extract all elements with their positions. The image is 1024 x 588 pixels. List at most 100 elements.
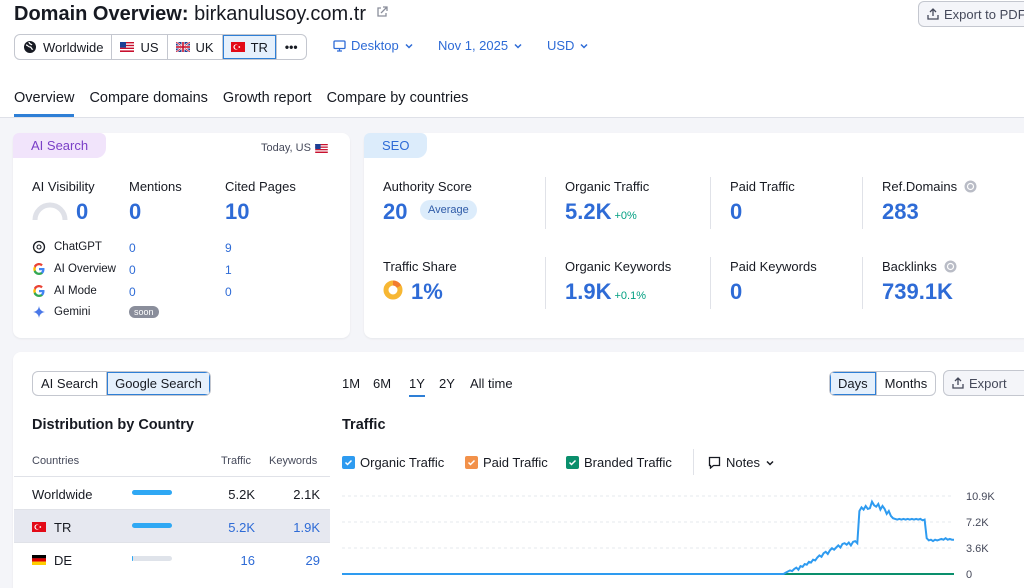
- currency-selector[interactable]: USD: [547, 38, 589, 53]
- cited-pages-value[interactable]: 10: [225, 199, 250, 224]
- source-mentions[interactable]: 0: [129, 285, 136, 299]
- db-tr[interactable]: TR: [222, 35, 277, 59]
- backlinks-value[interactable]: 739.1K: [882, 279, 953, 304]
- domain-name[interactable]: birkanulusoy.com.tr: [194, 3, 366, 25]
- table-row[interactable]: Worldwide 5.2K 2.1K: [14, 476, 330, 509]
- country-name: DE: [54, 553, 73, 568]
- mentions-value[interactable]: 0: [129, 199, 142, 224]
- country-name: TR: [54, 520, 72, 535]
- ai-search-date-note: Today, US: [261, 142, 328, 154]
- source-cited[interactable]: 9: [225, 241, 232, 255]
- country-traffic[interactable]: 5.2K: [228, 520, 255, 535]
- col-countries: Countries: [32, 455, 80, 467]
- toggle-ai-search[interactable]: AI Search: [33, 372, 108, 395]
- export-pdf-button[interactable]: Export to PDF: [918, 1, 1024, 27]
- toggle-google-search[interactable]: Google Search: [107, 372, 210, 395]
- legend-label: Organic Traffic: [360, 455, 445, 470]
- divider: [710, 257, 711, 309]
- tr-flag-icon: [230, 42, 245, 52]
- tab-compare-domains[interactable]: Compare domains: [89, 90, 208, 106]
- paid-keywords-value[interactable]: 0: [730, 279, 743, 304]
- period-all-time[interactable]: All time: [470, 376, 513, 391]
- ref-domains-text: Ref.Domains: [882, 179, 958, 194]
- country-keywords: 2.1K: [293, 487, 320, 502]
- mentions-label: Mentions: [129, 179, 182, 194]
- legend-organic-traffic[interactable]: Organic Traffic: [342, 455, 444, 470]
- organic-keywords-value[interactable]: 1.9K +0.1%: [565, 279, 646, 305]
- export-button[interactable]: Export: [943, 370, 1024, 396]
- traffic-share-fill: [132, 556, 133, 561]
- checkbox-checked-icon: [342, 456, 355, 469]
- source-name: AI Overview: [54, 263, 116, 275]
- granularity-days[interactable]: Days: [830, 372, 877, 395]
- db-us-label: US: [140, 39, 159, 55]
- page-header: Domain Overview: birkanulusoy.com.tr Exp…: [0, 0, 1024, 118]
- ai-visibility-value[interactable]: 0: [76, 199, 89, 224]
- y-tick-label: 7.2K: [966, 517, 989, 529]
- notes-icon: [708, 456, 721, 469]
- paid-traffic-value[interactable]: 0: [730, 199, 743, 224]
- more-databases-button[interactable]: •••: [277, 35, 306, 59]
- tr-flag-icon: [32, 522, 46, 532]
- backlinks-label: Backlinks: [882, 259, 957, 274]
- date-note-text: Today, US: [261, 142, 311, 154]
- external-link-icon[interactable]: [376, 6, 388, 18]
- authority-badge: Average: [420, 200, 477, 220]
- divider: [862, 177, 863, 229]
- period-1m[interactable]: 1M: [342, 376, 361, 391]
- seo-card: SEO Authority Score 20 Average Organic T…: [364, 133, 1024, 338]
- traffic-share-value[interactable]: 1%: [411, 279, 443, 304]
- legend-branded-traffic[interactable]: Branded Traffic: [566, 455, 672, 470]
- organic-keywords-delta: +0.1%: [614, 290, 646, 302]
- period-6m[interactable]: 6M: [373, 376, 392, 391]
- traffic-share-bar: [132, 523, 172, 528]
- country-keywords[interactable]: 29: [305, 553, 320, 568]
- device-label: Desktop: [351, 38, 399, 53]
- source-mentions[interactable]: 0: [129, 263, 136, 277]
- divider: [710, 177, 711, 229]
- country-traffic[interactable]: 16: [240, 553, 255, 568]
- period-2y[interactable]: 2Y: [439, 376, 455, 391]
- us-flag-icon: [120, 42, 135, 52]
- export-pdf-label: Export to PDF: [944, 7, 1024, 22]
- desktop-icon: [333, 39, 346, 52]
- traffic-share-fill: [132, 490, 172, 495]
- organic-keywords-number[interactable]: 1.9K: [565, 279, 612, 304]
- source-cited[interactable]: 0: [225, 285, 232, 299]
- period-1y[interactable]: 1Y: [409, 376, 425, 397]
- chevron-down-icon: [580, 43, 588, 49]
- tab-overview[interactable]: Overview: [14, 90, 75, 117]
- table-row[interactable]: TR 5.2K 1.9K: [14, 509, 330, 542]
- title-prefix: Domain Overview:: [14, 3, 189, 25]
- tab-growth-report[interactable]: Growth report: [222, 90, 312, 106]
- export-icon: [952, 377, 964, 389]
- google-icon: [33, 285, 45, 297]
- organic-traffic-number[interactable]: 5.2K: [565, 199, 612, 224]
- organic-traffic-value[interactable]: 5.2K +0%: [565, 199, 637, 225]
- granularity-months[interactable]: Months: [884, 376, 928, 391]
- y-tick-label: 0: [966, 569, 972, 581]
- db-worldwide[interactable]: Worldwide: [15, 35, 113, 59]
- notes-dropdown[interactable]: Notes: [708, 455, 775, 470]
- source-name: ChatGPT: [54, 241, 102, 253]
- authority-score-value[interactable]: 20: [383, 199, 408, 224]
- divider: [693, 449, 694, 475]
- date-selector[interactable]: Nov 1, 2025: [438, 38, 523, 53]
- device-selector[interactable]: Desktop: [333, 38, 414, 53]
- legend-paid-traffic[interactable]: Paid Traffic: [465, 455, 548, 470]
- ai-visibility-gauge-icon: [32, 202, 68, 221]
- date-label: Nov 1, 2025: [438, 38, 509, 53]
- traffic-chart[interactable]: 10.9K 7.2K 3.6K 0: [342, 488, 1024, 588]
- country-keywords[interactable]: 1.9K: [293, 520, 320, 535]
- db-us[interactable]: US: [112, 35, 168, 59]
- de-flag-icon: [32, 555, 46, 565]
- table-row[interactable]: DE 16 29: [14, 542, 330, 575]
- source-name: AI Mode: [54, 285, 97, 297]
- tab-compare-by-countries[interactable]: Compare by countries: [326, 90, 469, 106]
- chevron-down-icon: [514, 43, 522, 49]
- db-uk[interactable]: UK: [168, 35, 223, 59]
- source-cited[interactable]: 1: [225, 263, 232, 277]
- source-mentions[interactable]: 0: [129, 241, 136, 255]
- traffic-share-label: Traffic Share: [383, 259, 457, 274]
- ref-domains-value[interactable]: 283: [882, 199, 919, 224]
